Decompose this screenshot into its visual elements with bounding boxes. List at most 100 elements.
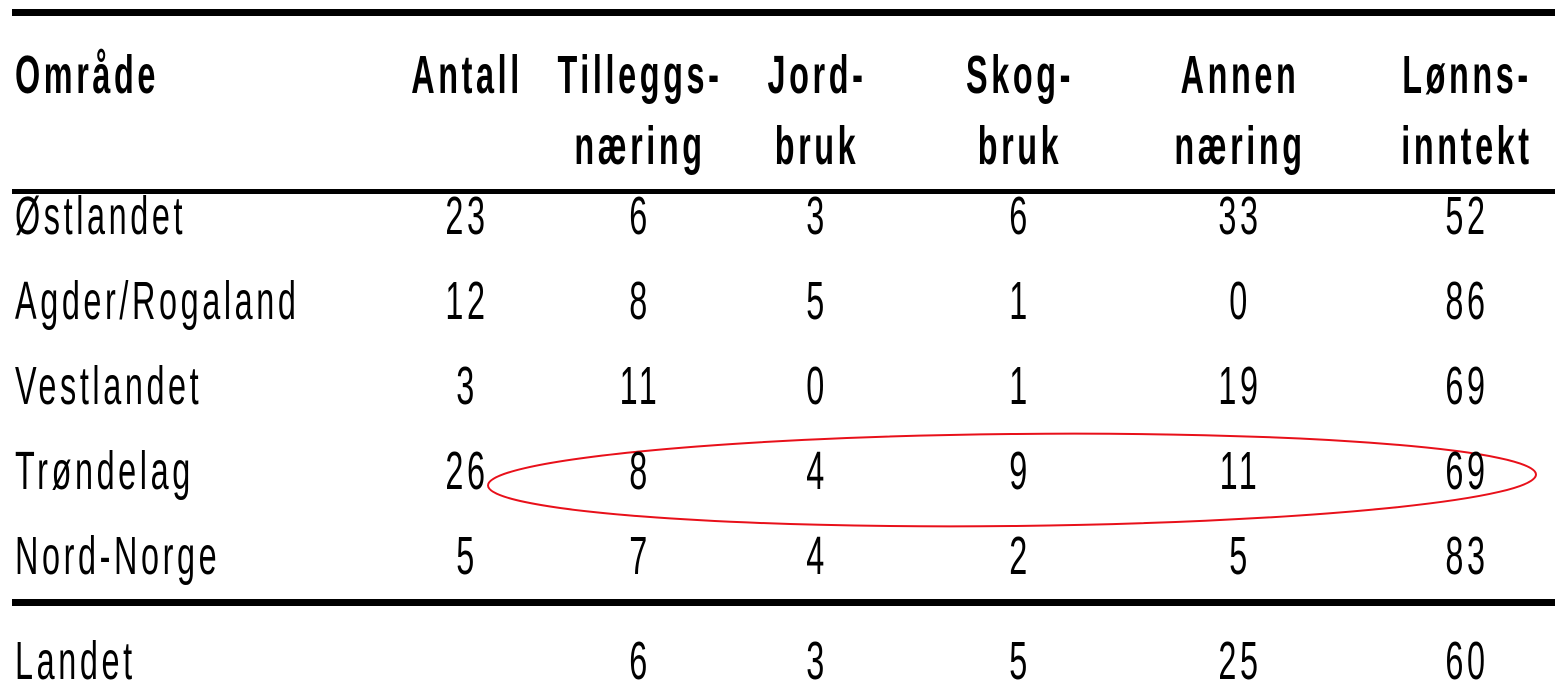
- cell: 69: [1445, 442, 1488, 501]
- cell-group: 6: [1009, 187, 1031, 246]
- cell: 8: [629, 442, 651, 501]
- column-header-group: bruk: [775, 117, 860, 176]
- cell-group: 8: [629, 272, 651, 331]
- cell-group: 83: [1445, 527, 1488, 586]
- cell-group: 3: [806, 187, 828, 246]
- cell: 33: [1218, 187, 1261, 246]
- cell: 1: [1009, 357, 1031, 416]
- column-header: Område: [15, 46, 159, 105]
- cell-group: 7: [629, 527, 651, 586]
- cell: 4: [806, 442, 828, 501]
- cell: 0: [806, 357, 828, 416]
- cell: 6: [629, 187, 651, 246]
- cell-group: 52: [1445, 187, 1488, 246]
- cell: 6: [1009, 187, 1031, 246]
- cell-group: 69: [1445, 357, 1488, 416]
- column-header-group: Annen: [1181, 46, 1300, 105]
- row-label-group: Trøndelag: [15, 442, 194, 501]
- cell-group: 60: [1445, 632, 1488, 681]
- cell-group: 86: [1445, 272, 1485, 331]
- row-label-group: Østlandet: [15, 187, 186, 246]
- column-header: Tilleggs-: [558, 46, 723, 105]
- cell-group: 1: [1009, 357, 1031, 416]
- top-rule: [12, 9, 1555, 16]
- cell-group: 1: [1009, 272, 1031, 331]
- cell: 3: [806, 187, 828, 246]
- cell-group: 6: [629, 187, 651, 246]
- row-label-group: Vestlandet: [15, 357, 202, 416]
- cell: 26: [445, 442, 488, 501]
- column-header-group: Antall: [411, 46, 519, 105]
- cell: 23: [445, 187, 488, 246]
- row-label: Agder/Rogaland: [15, 272, 300, 331]
- cell-group: 5: [1229, 527, 1251, 586]
- cell-group: 5: [806, 272, 828, 331]
- cell: 1: [1009, 272, 1031, 331]
- cell-group: 4: [806, 527, 828, 586]
- cell-group: 5: [1009, 632, 1027, 681]
- column-header: bruk: [978, 117, 1063, 176]
- cell-group: 69: [1445, 442, 1488, 501]
- column-header-group: bruk: [978, 117, 1063, 176]
- cell: 7: [629, 527, 651, 586]
- total-rule: [12, 599, 1555, 606]
- cell-group: 26: [445, 442, 488, 501]
- row-label: Østlandet: [15, 187, 186, 246]
- column-header-group: næring: [1174, 117, 1305, 176]
- cell: 69: [1445, 357, 1488, 416]
- cell: 0: [1229, 272, 1251, 331]
- cell: 83: [1445, 527, 1488, 586]
- header-rule: [12, 189, 1555, 194]
- cell-group: 3: [806, 632, 824, 681]
- cell: 8: [629, 272, 651, 331]
- column-header: bruk: [775, 117, 860, 176]
- cell-group: 5: [456, 527, 478, 586]
- cell-group: 2: [1009, 527, 1031, 586]
- cell-group: 6: [629, 632, 651, 681]
- column-header: Jord-: [768, 46, 867, 105]
- cell-group: 9: [1009, 442, 1031, 501]
- column-header: Skog-: [966, 46, 1074, 105]
- cell-group: 12: [445, 272, 488, 331]
- cell-group: 23: [445, 187, 488, 246]
- cell: 4: [806, 527, 828, 586]
- cell-group: 11: [1220, 442, 1261, 501]
- cell: 5: [1229, 527, 1251, 586]
- row-label: Nord-Norge: [15, 527, 220, 586]
- column-header: Lønns-: [1402, 46, 1532, 105]
- cell: 60: [1445, 632, 1488, 681]
- cell-group: 33: [1218, 187, 1261, 246]
- cell: 11: [620, 357, 661, 416]
- column-header: næring: [574, 117, 705, 176]
- column-header-group: Lønns-: [1402, 46, 1532, 105]
- row-label: Trøndelag: [15, 442, 194, 501]
- row-label-group: Landet: [15, 632, 132, 681]
- row-label-group: Agder/Rogaland: [15, 272, 300, 331]
- cell-group: 11: [620, 357, 661, 416]
- cell: 52: [1445, 187, 1488, 246]
- cell-group: 0: [806, 357, 828, 416]
- row-label-group: Nord-Norge: [15, 527, 220, 586]
- column-header-group: Skog-: [966, 46, 1074, 105]
- cell: 2: [1009, 527, 1031, 586]
- cell: 9: [1009, 442, 1031, 501]
- cell-group: 8: [629, 442, 651, 501]
- cell: 19: [1218, 357, 1261, 416]
- cell-group: 19: [1218, 357, 1261, 416]
- cell: 12: [445, 272, 488, 331]
- cell: 5: [456, 527, 478, 586]
- column-header-group: næring: [574, 117, 705, 176]
- cell: 11: [1220, 442, 1261, 501]
- row-label: Vestlandet: [15, 357, 202, 416]
- cell: 5: [806, 272, 828, 331]
- column-header: næring: [1174, 117, 1305, 176]
- column-header-group: Område: [15, 46, 159, 105]
- column-header: inntekt: [1401, 117, 1532, 176]
- column-header: Annen: [1181, 46, 1300, 105]
- cell: 6: [629, 632, 651, 681]
- cell-group: 3: [456, 357, 474, 416]
- column-header-group: Tilleggs-: [558, 46, 723, 105]
- highlight-ellipse: [487, 432, 1537, 528]
